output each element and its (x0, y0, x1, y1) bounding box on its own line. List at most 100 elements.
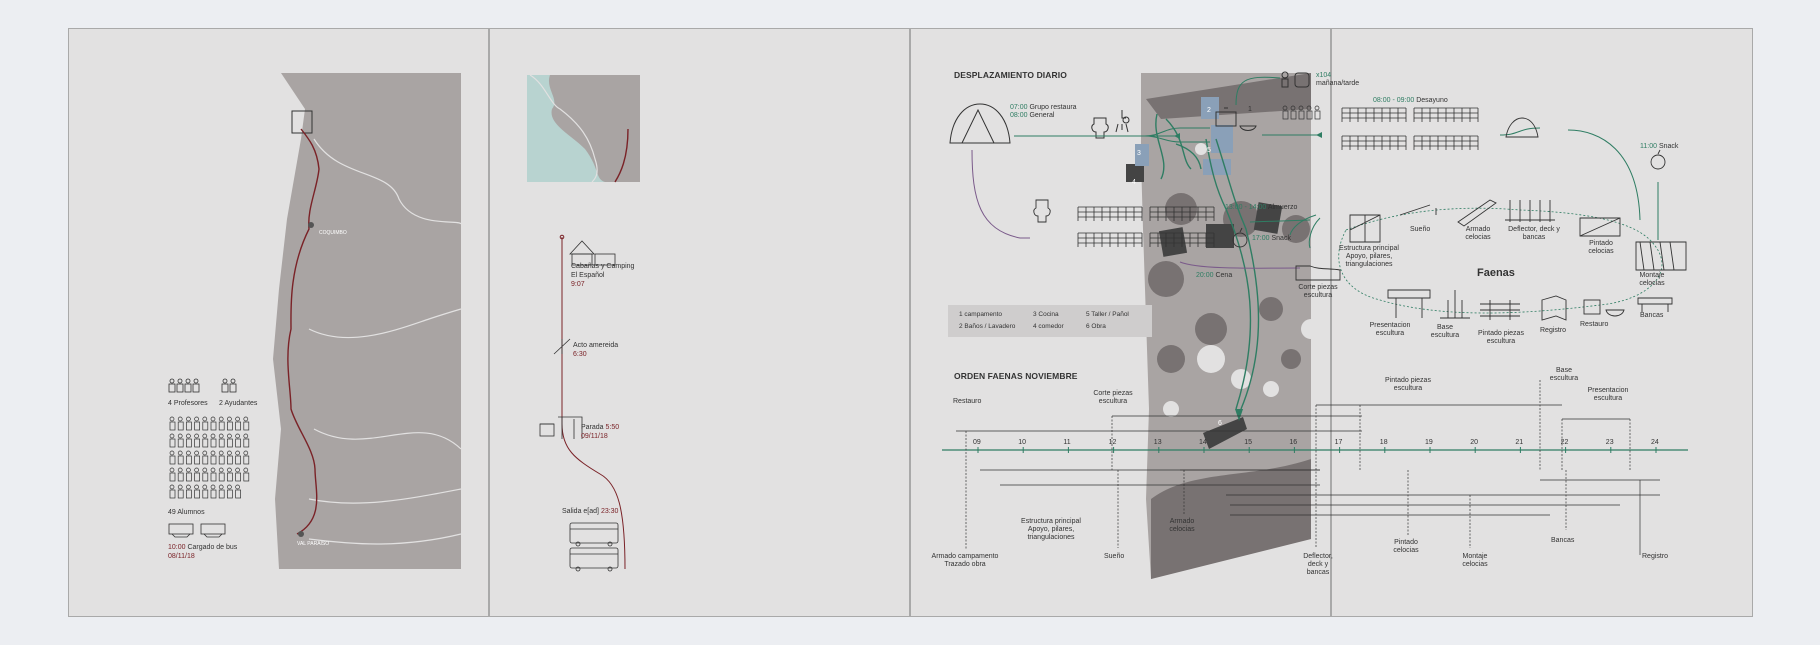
desayuno-text: Desayuno (1416, 97, 1448, 104)
timeline-day: 09 (973, 439, 981, 446)
faenas-title: Faenas (1477, 267, 1515, 279)
timeline-day: 22 (1560, 439, 1569, 446)
stop3-title: Parada (581, 424, 604, 431)
timeline-day: 18 (1379, 439, 1388, 446)
panel-route: Cabañas y Camping El Español 9:07 Acto a… (489, 28, 910, 617)
bus-label: 10:00 Cargado de bus (168, 544, 237, 552)
timeline-day: 19 (1425, 439, 1433, 446)
top-pintado-esc: Pintado piezas escultura (1385, 377, 1431, 392)
t1-text: Grupo restaura (1029, 104, 1077, 111)
timeline-day: 13 (1153, 439, 1162, 446)
faena-registro: Registro (1540, 327, 1567, 334)
ayudantes-label: 2 Ayudantes (219, 400, 258, 407)
stop4-title: Salida e[ad] (562, 508, 599, 515)
desayuno-time: 08:00 - 09:00 (1373, 97, 1415, 104)
stop1-sub: El Español (571, 272, 605, 279)
cena-text: Cena (1215, 272, 1233, 279)
zone-2: 2 (1207, 107, 1211, 114)
stop4-time: 23:30 (600, 508, 619, 515)
timeline-day: 12 (1108, 439, 1117, 446)
bot-sueno: Sueño (1104, 553, 1125, 560)
faena-armado: Armado celocias (1465, 226, 1491, 241)
legend-2: 2 Baños / Lavadero (959, 323, 1016, 330)
snack2-label: 17:00 Snack (1252, 235, 1291, 243)
timeline-day: 21 (1515, 439, 1524, 446)
faena-pintado-piezas: Pintado piezas escultura (1478, 330, 1524, 345)
route-diagram (527, 74, 640, 572)
x104-label: x104 (1316, 72, 1332, 79)
timeline-day: 10 (1018, 439, 1026, 446)
panel-faenas (910, 28, 1753, 617)
t1-label: 07:00 Grupo restaura (1010, 104, 1077, 112)
alumnos-label: 49 Alumnos (168, 509, 205, 516)
timeline-day: 20 (1470, 439, 1478, 446)
desayuno-label: 08:00 - 09:00 Desayuno (1373, 97, 1448, 105)
site-plan (1126, 73, 1321, 579)
panel-chile-map: 4 Profesores 2 Ayudantes 49 Alumnos 10:0… (68, 28, 489, 617)
top-restauro: Restauro (953, 398, 982, 405)
bot-registro: Registro (1642, 553, 1669, 560)
bus-date: 08/11/18 (168, 553, 195, 560)
snack1-time: 11:00 (1640, 143, 1657, 150)
legend-4: 4 comedor (1033, 323, 1064, 330)
legend-6: 6 Obra (1086, 323, 1106, 330)
stop2-time: 6:30 (573, 351, 587, 358)
top-corte: Corte piezas escultura (1093, 390, 1133, 405)
timeline-day: 24 (1651, 439, 1659, 446)
top-base: Base escultura (1549, 367, 1579, 382)
legend-5: 5 Taller / Pañol (1086, 311, 1129, 318)
bot-montaje: Montaje celocias (1462, 553, 1488, 568)
chile-map (168, 73, 462, 569)
bus-time: 10:00 (168, 544, 186, 551)
zone-4: 4 (1132, 179, 1136, 186)
panel-schedule (1331, 28, 1753, 617)
cena-label: 20:00 Cena (1196, 272, 1232, 280)
stop3-label: Parada 5:50 (581, 424, 619, 432)
timeline-day: 11 (1063, 439, 1071, 446)
zone-6: 6 (1218, 420, 1222, 427)
t2-time: 08:00 (1010, 112, 1028, 119)
almuerzo-time: 13:00 - 14:00 (1225, 204, 1267, 211)
faena-deflector: Deflector, deck y bancas (1508, 226, 1560, 241)
timeline-day: 15 (1244, 439, 1252, 446)
faena-bancas: Bancas (1640, 312, 1664, 319)
orden-title: ORDEN FAENAS NOVIEMBRE (954, 371, 1078, 381)
faena-corte: Corte piezas escultura (1298, 284, 1338, 299)
stop2-title: Acto amereida (573, 342, 619, 349)
manana-label: mañana/tarde (1316, 80, 1360, 87)
bot-deflector: Deflector, deck y bancas (1303, 553, 1333, 576)
almuerzo-label: 13:00 - 14:00 Almuerzo (1225, 204, 1297, 212)
faena-montaje: Montaje celocias (1639, 272, 1665, 287)
zone-3: 3 (1137, 150, 1141, 157)
cena-time: 20:00 (1196, 272, 1214, 279)
timeline-day: 14 (1199, 439, 1207, 446)
faena-pintado: Pintado celocias (1588, 240, 1614, 255)
bot-armado-cel: Armado celocias (1169, 518, 1195, 533)
zone-1: 1 (1248, 106, 1252, 113)
legend-1: 1 campamento (959, 311, 1002, 318)
faena-sueno: Sueño (1410, 226, 1431, 233)
snack2-time: 17:00 (1252, 235, 1270, 242)
stop4-label: Salida e[ad] 23:30 (562, 508, 618, 516)
bot-pintado-cel: Pintado celocias (1393, 539, 1419, 554)
bot-bancas: Bancas (1551, 537, 1575, 544)
t2-text: General (1029, 112, 1055, 119)
panel-divider (1330, 28, 1331, 617)
bot-estructura: Estructura principal Apoyo, pilares, tri… (1021, 518, 1081, 541)
city-north: COQUIMBO (319, 230, 347, 236)
timeline-day: 17 (1334, 439, 1343, 446)
legend-3: 3 Cocina (1033, 311, 1059, 318)
bot-armado-camp: Armado campamento Trazado obra (931, 553, 999, 568)
top-presentacion: Presentacion escultura (1587, 387, 1629, 402)
faena-base: Base escultura (1430, 324, 1460, 339)
almuerzo-text: Almuerzo (1267, 204, 1298, 211)
zone-5: 5 (1207, 147, 1211, 154)
bus-text: Cargado de bus (187, 544, 238, 551)
daily-title: DESPLAZAMIENTO DIARIO (954, 70, 1067, 80)
profesores-label: 4 Profesores (168, 400, 208, 407)
t2-label: 08:00 General (1010, 112, 1054, 120)
timeline-day: 23 (1605, 439, 1614, 446)
stop3-time: 5:50 (605, 424, 620, 431)
city-south: VAL PARAISO (297, 541, 330, 547)
